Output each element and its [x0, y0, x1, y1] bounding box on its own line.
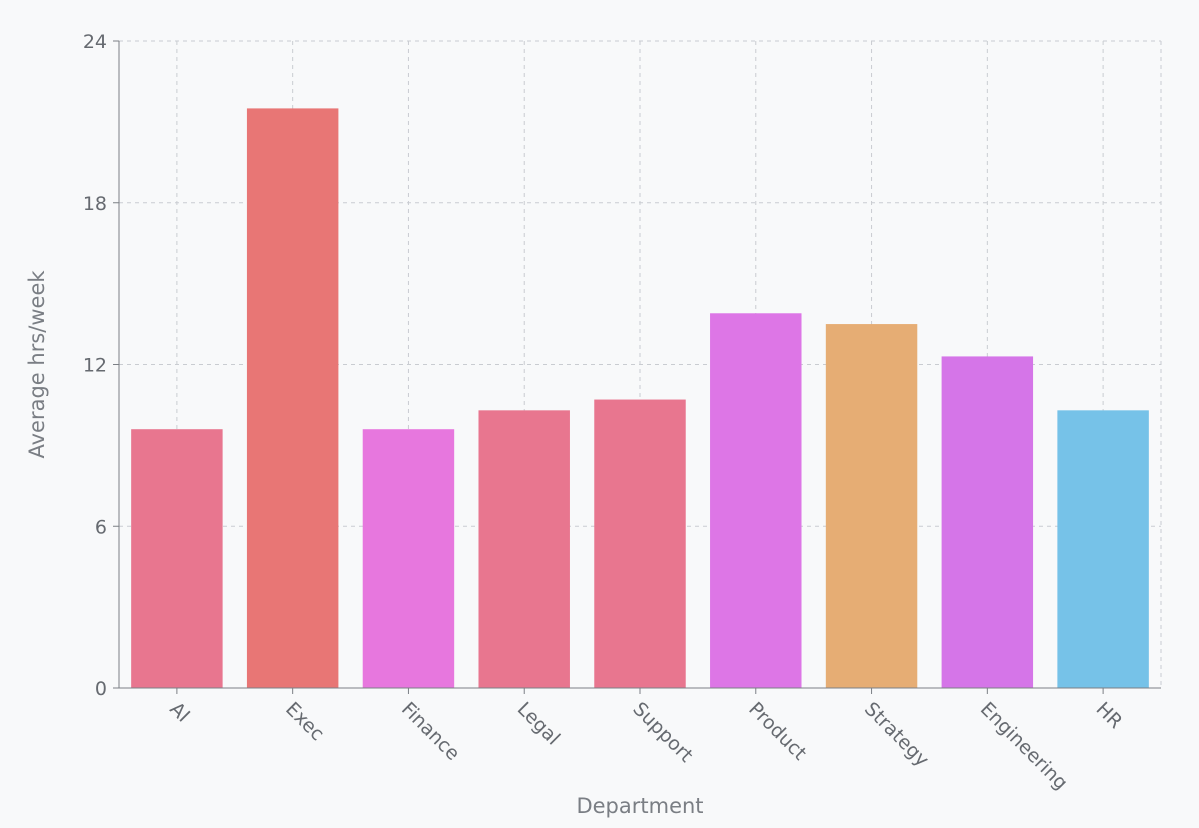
y-tick-label: 12 [83, 355, 107, 377]
x-tick-label: AI [165, 698, 194, 727]
y-tick-label: 6 [95, 516, 107, 538]
x-tick-label: Exec [281, 698, 328, 745]
x-tick-label: Engineering [976, 698, 1072, 794]
x-tick-label: Strategy [860, 698, 933, 771]
x-tick-label: Legal [513, 698, 565, 750]
bar-legal [478, 410, 570, 688]
bar-strategy [825, 324, 918, 688]
y-tick-label: 18 [83, 193, 107, 215]
x-tick-labels: AI Exec Finance Legal Support Product Strategy… [165, 688, 1127, 794]
x-tick-label: Finance [397, 698, 464, 765]
bars [131, 108, 1149, 689]
y-tick-label: 24 [83, 31, 107, 53]
bar-hr [1057, 410, 1149, 688]
bar-ai [131, 429, 223, 688]
y-tick-label: 0 [95, 678, 107, 700]
x-tick-label: HR [1092, 698, 1127, 733]
x-tick-label: Support [628, 698, 697, 767]
y-axis-title: Average hrs/week [25, 270, 49, 459]
x-axis-title: Department [576, 794, 703, 818]
bar-product [710, 313, 802, 688]
bar-exec [246, 108, 339, 689]
y-tick-labels: 0 6 12 18 24 [83, 31, 107, 700]
bar-engineering [941, 356, 1034, 688]
bar-support [594, 399, 686, 688]
bar-finance [362, 429, 455, 688]
x-tick-label: Product [744, 698, 811, 765]
